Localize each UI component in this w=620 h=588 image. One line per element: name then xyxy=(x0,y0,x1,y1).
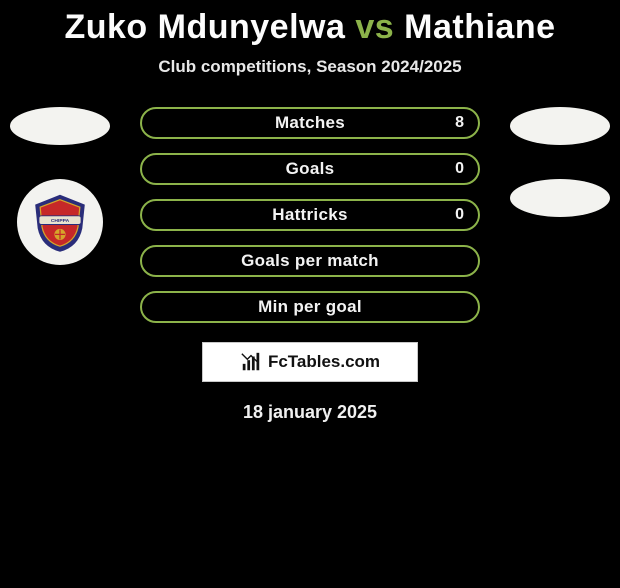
svg-text:CHIPPA: CHIPPA xyxy=(51,218,70,224)
stat-bar-goals: Goals 0 xyxy=(140,153,480,185)
player1-club-logo: CHIPPA xyxy=(17,179,103,265)
player2-avatar-placeholder xyxy=(510,107,610,145)
date-label: 18 january 2025 xyxy=(0,402,620,423)
player2-club-placeholder xyxy=(510,179,610,217)
stat-label: Goals per match xyxy=(241,251,379,271)
right-column xyxy=(510,107,610,217)
player1-name: Zuko Mdunyelwa xyxy=(64,8,345,46)
stat-label: Matches xyxy=(275,113,345,133)
stat-label: Min per goal xyxy=(258,297,362,317)
stat-value: 0 xyxy=(455,206,464,224)
stat-bar-min-per-goal: Min per goal xyxy=(140,291,480,323)
vs-separator: vs xyxy=(355,8,394,46)
player2-name: Mathiane xyxy=(404,8,555,46)
stat-label: Goals xyxy=(286,159,335,179)
player1-avatar-placeholder xyxy=(10,107,110,145)
bar-chart-icon xyxy=(240,351,262,373)
stat-label: Hattricks xyxy=(272,205,347,225)
fctables-badge: FcTables.com xyxy=(202,342,418,382)
page-title: Zuko Mdunyelwa vs Mathiane xyxy=(0,8,620,47)
badge-text: FcTables.com xyxy=(268,352,380,372)
chippa-shield-icon: CHIPPA xyxy=(29,191,91,253)
left-column: CHIPPA xyxy=(10,107,110,265)
subtitle: Club competitions, Season 2024/2025 xyxy=(0,57,620,77)
stat-bar-goals-per-match: Goals per match xyxy=(140,245,480,277)
stat-bars: Matches 8 Goals 0 Hattricks 0 Goals per … xyxy=(140,107,480,323)
stat-value: 0 xyxy=(455,160,464,178)
stat-value: 8 xyxy=(455,114,464,132)
stat-bar-matches: Matches 8 xyxy=(140,107,480,139)
stat-bar-hattricks: Hattricks 0 xyxy=(140,199,480,231)
